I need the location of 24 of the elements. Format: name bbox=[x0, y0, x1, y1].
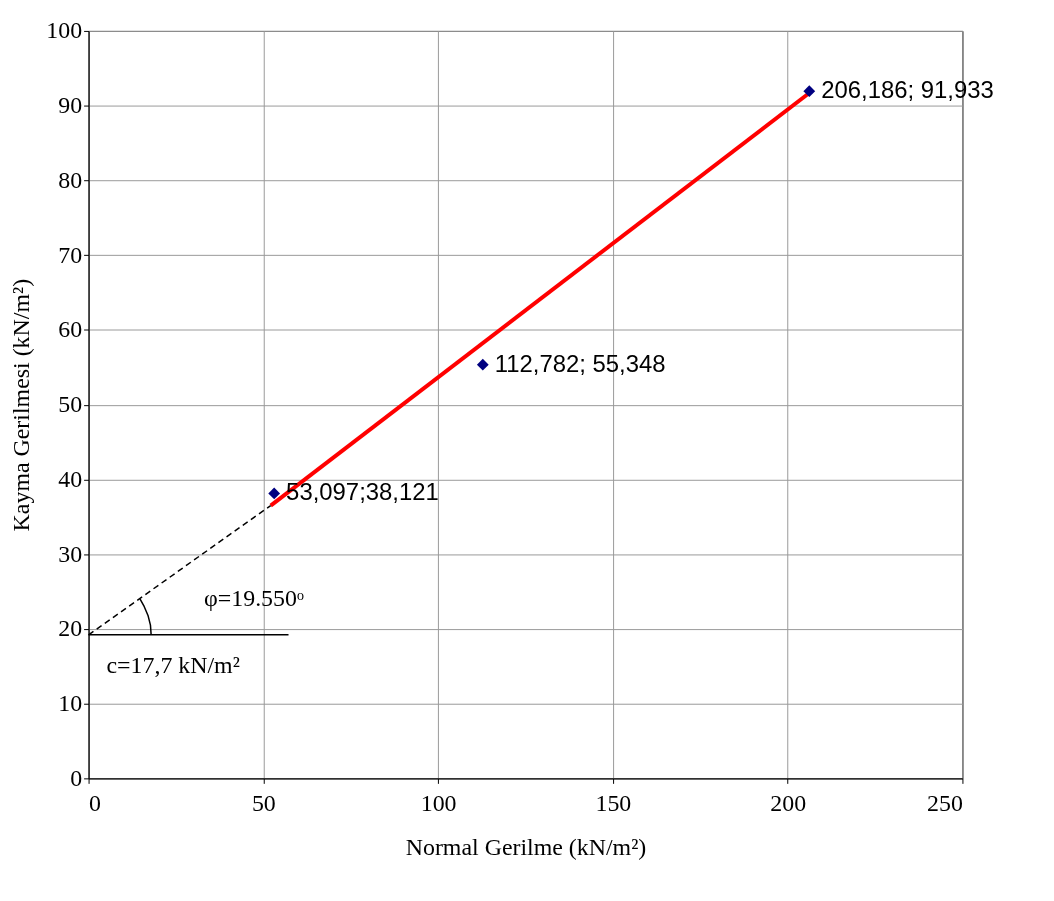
x-tick-label: 100 bbox=[420, 789, 457, 816]
x-tick-label: 0 bbox=[89, 789, 102, 816]
y-tick-label: 10 bbox=[58, 690, 83, 717]
x-tick-label: 250 bbox=[927, 789, 963, 816]
annotation: 206,186; 91,933 bbox=[821, 76, 994, 104]
annotation: c=17,7 kN/m² bbox=[106, 651, 240, 678]
annotation: φ=19.550ᵒ bbox=[204, 585, 304, 612]
y-tick-label: 40 bbox=[58, 465, 83, 492]
y-axis-title: Kayma Gerilmesi (kN/m²) bbox=[8, 278, 35, 532]
y-tick-label: 50 bbox=[58, 391, 83, 418]
y-tick-label: 30 bbox=[58, 540, 83, 567]
x-tick-label: 50 bbox=[251, 789, 276, 816]
x-tick-label: 200 bbox=[770, 789, 807, 816]
y-tick-label: 0 bbox=[70, 764, 83, 791]
y-tick-label: 60 bbox=[58, 316, 83, 343]
y-tick-label: 20 bbox=[58, 615, 83, 642]
annotation: 53,097;38,121 bbox=[286, 478, 439, 506]
x-axis-title: Normal Gerilme (kN/m²) bbox=[405, 833, 647, 860]
x-tick-label: 150 bbox=[595, 789, 632, 816]
y-tick-label: 80 bbox=[58, 166, 83, 193]
y-tick-label: 100 bbox=[46, 17, 83, 44]
y-tick-label: 70 bbox=[58, 241, 83, 268]
y-tick-label: 90 bbox=[58, 92, 83, 119]
annotation: 112,782; 55,348 bbox=[494, 349, 666, 377]
